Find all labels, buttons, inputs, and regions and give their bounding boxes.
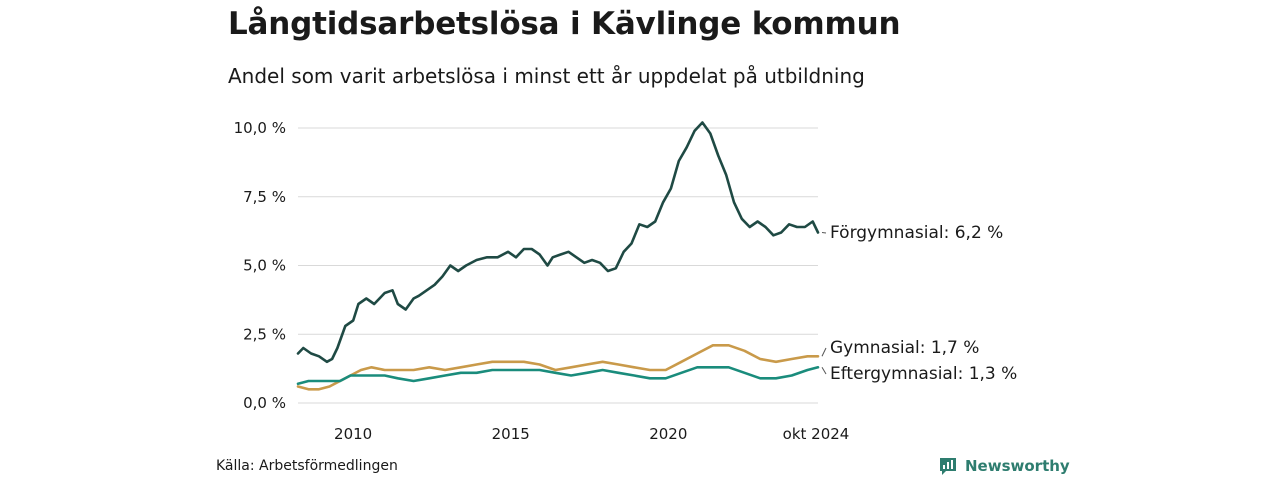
- source-note: Källa: Arbetsförmedlingen: [216, 458, 398, 474]
- label-leader-line: [821, 366, 827, 375]
- series-end-label: Förgymnasial: 6,2 %: [830, 223, 1003, 243]
- x-tick-label: 2020: [649, 425, 687, 443]
- series-end-labels: Förgymnasial: 6,2 % Gymnasial: 1,7 % Efter…: [821, 223, 1017, 384]
- series-end-label: Eftergymnasial: 1,3 %: [830, 364, 1017, 384]
- chart-subtitle: Andel som varit arbetslösa i minst ett å…: [228, 64, 865, 88]
- x-tick-label: okt 2024: [783, 425, 850, 443]
- series-line-förgymnasial: [296, 121, 820, 364]
- y-tick-label: 2,5 %: [243, 325, 286, 343]
- series-line-eftergymnasial: [296, 366, 820, 386]
- y-axis-ticks: 0,0 % 2,5 % 5,0 % 7,5 % 10,0 %: [234, 119, 286, 412]
- chart-title: Långtidsarbetslösa i Kävlinge kommun: [228, 6, 901, 42]
- x-tick-label: 2015: [492, 425, 530, 443]
- y-tick-label: 10,0 %: [234, 119, 286, 137]
- brand-logo: Newsworthy: [938, 456, 1070, 476]
- x-tick-label: 2010: [334, 425, 372, 443]
- series-lines: [296, 121, 820, 391]
- series-line-gymnasial: [296, 344, 820, 391]
- x-axis-ticks: 2010 2015 2020 okt 2024: [334, 425, 849, 443]
- brand-name: Newsworthy: [965, 457, 1070, 475]
- y-tick-label: 5,0 %: [243, 257, 286, 275]
- series-end-label: Gymnasial: 1,7 %: [830, 338, 979, 358]
- newsworthy-icon: [940, 458, 956, 475]
- y-tick-label: 0,0 %: [243, 394, 286, 412]
- y-tick-label: 7,5 %: [243, 188, 286, 206]
- label-leader-line: [821, 347, 827, 357]
- label-leader-line: [821, 232, 827, 234]
- grid-lines: [298, 127, 818, 404]
